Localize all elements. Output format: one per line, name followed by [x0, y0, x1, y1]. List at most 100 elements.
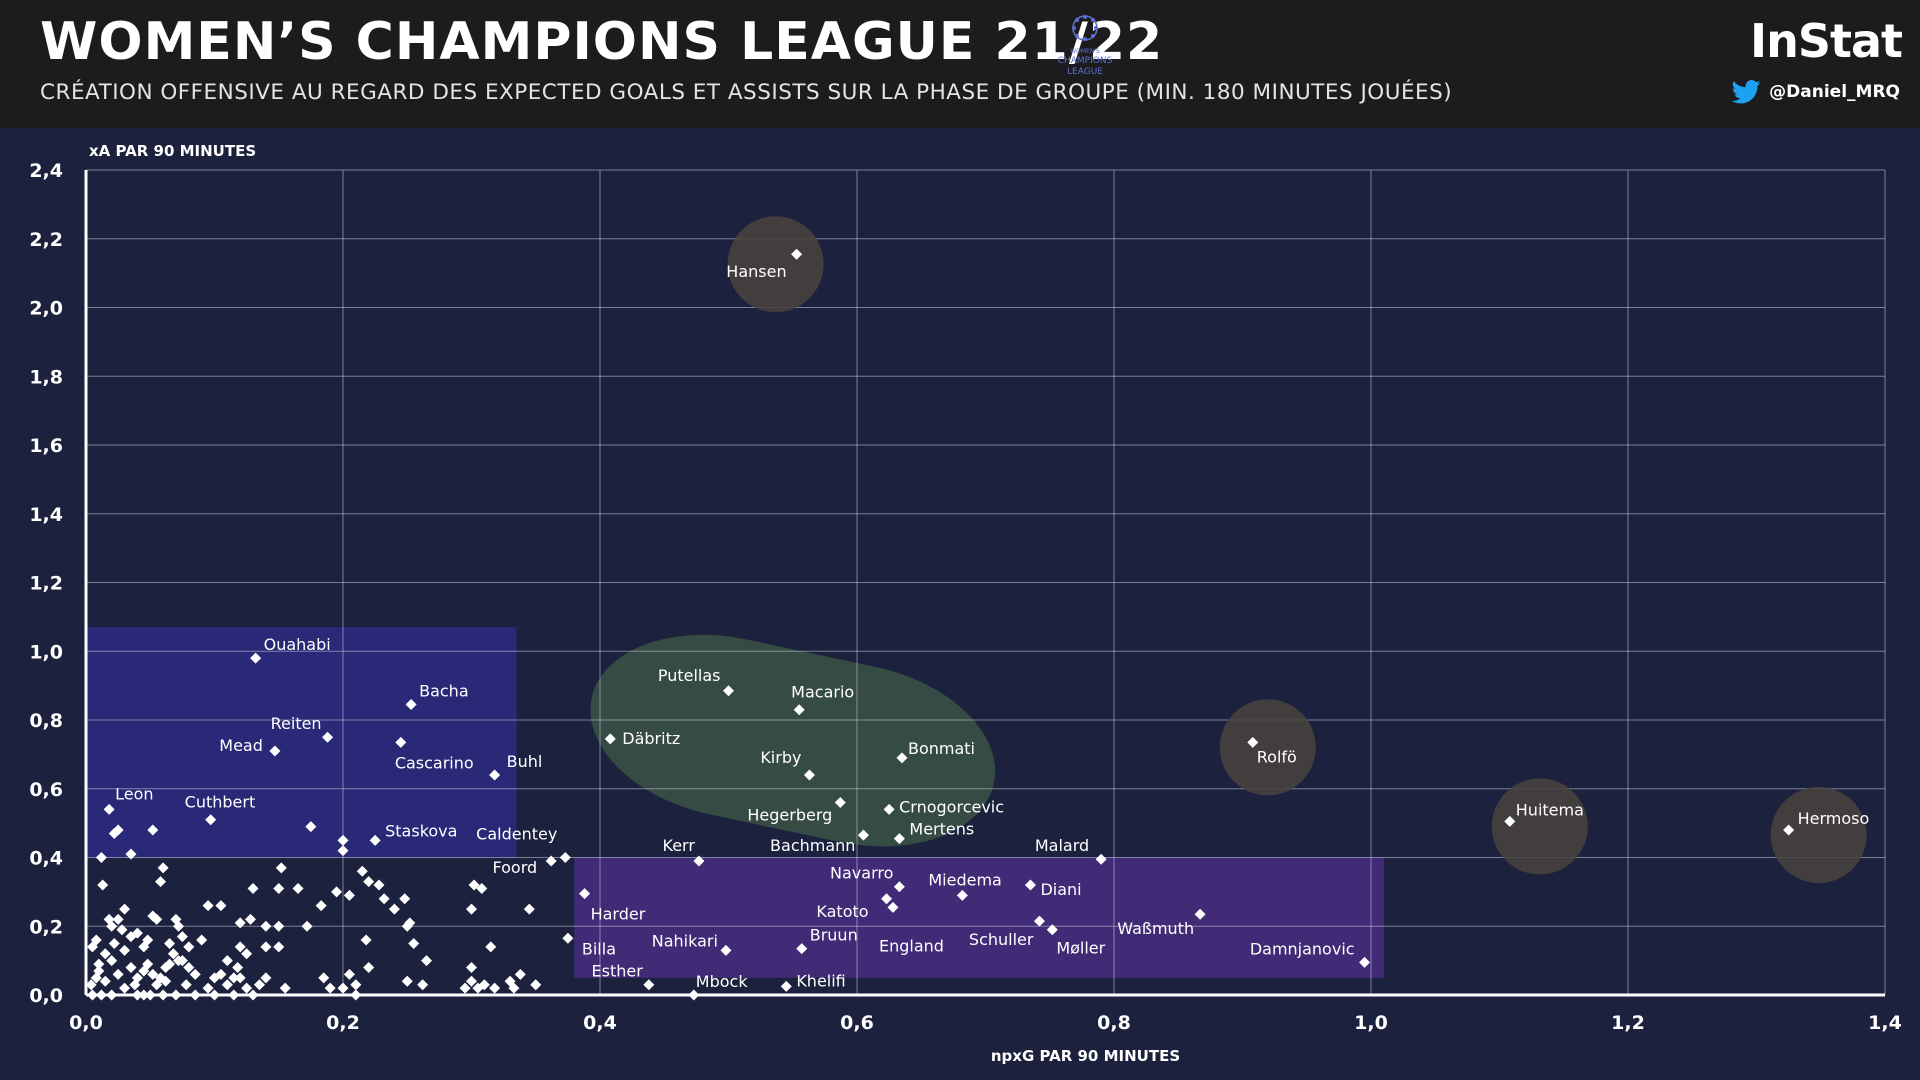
scatter-point: [408, 937, 420, 949]
scatter-point: [93, 958, 105, 970]
y-tick-label: 1,4: [29, 504, 63, 526]
scatter-point: [360, 934, 372, 946]
scatter-point: [138, 941, 150, 953]
scatter-point: [189, 968, 201, 980]
scatter-point: [196, 934, 208, 946]
scatter-point: [417, 979, 429, 991]
scatter-point: [97, 879, 109, 891]
scatter-point: [343, 889, 355, 901]
scatter-point: [350, 979, 362, 991]
point-label: Hansen: [726, 262, 786, 281]
scatter-point: [131, 972, 143, 984]
scatter-point-labeled: [250, 652, 262, 664]
highlight-halo: [1219, 699, 1316, 796]
scatter-point: [173, 920, 185, 932]
scatter-point: [315, 900, 327, 912]
scatter-point: [142, 958, 154, 970]
scatter-point-labeled: [579, 888, 591, 900]
scatter-point: [167, 948, 179, 960]
twitter-icon: [1731, 80, 1761, 104]
scatter-point: [523, 903, 535, 915]
point-label: Kerr: [663, 836, 696, 855]
scatter-point: [86, 989, 98, 1001]
scatter-point: [301, 920, 313, 932]
point-label: Diani: [1040, 880, 1081, 899]
scatter-point: [489, 982, 501, 994]
scatter-point: [485, 941, 497, 953]
point-label: Navarro: [830, 864, 893, 883]
point-label: Esther: [592, 962, 644, 981]
scatter-point: [337, 845, 349, 857]
scatter-point: [378, 893, 390, 905]
scatter-point: [160, 975, 172, 987]
y-tick-label: 1,6: [29, 435, 63, 457]
scatter-point: [157, 989, 169, 1001]
y-tick-label: 1,8: [29, 366, 63, 388]
scatter-point: [399, 893, 411, 905]
scatter-point: [95, 989, 107, 1001]
scatter-point-labeled: [643, 979, 655, 991]
scatter-point: [273, 941, 285, 953]
y-tick-label: 2,2: [29, 229, 63, 251]
svg-text:WOMEN'S: WOMEN'S: [1070, 48, 1100, 55]
point-label: Nahikari: [652, 931, 718, 950]
scatter-point: [337, 834, 349, 846]
scatter-point-labeled: [545, 855, 557, 867]
y-tick-label: 0,4: [29, 848, 63, 870]
point-label: Damnjanovic: [1250, 939, 1355, 958]
y-tick-label: 0,6: [29, 779, 63, 801]
svg-text:LEAGUE: LEAGUE: [1067, 67, 1103, 77]
scatter-point-labeled: [369, 834, 381, 846]
scatter-chart: Hansen Ouahabi Bacha Reiten Mead Cascarino Buh…: [29, 142, 1902, 1065]
scatter-point-labeled: [887, 901, 899, 913]
scatter-point: [324, 982, 336, 994]
scatter-point: [85, 979, 97, 991]
highlight-halo: [1491, 778, 1588, 875]
point-label: Kirby: [760, 748, 801, 767]
point-label: Møller: [1056, 939, 1105, 958]
scatter-point-labeled: [793, 704, 805, 716]
twitter-handle[interactable]: @Daniel_MRQ: [1731, 80, 1900, 104]
scatter-point: [388, 903, 400, 915]
scatter-point: [273, 920, 285, 932]
point-label: Miedema: [928, 870, 1001, 889]
scatter-point: [112, 913, 124, 925]
scatter-point: [466, 975, 477, 987]
scatter-point: [108, 937, 120, 949]
scatter-point: [468, 879, 480, 891]
scatter-point: [459, 982, 471, 994]
scatter-point: [147, 824, 159, 836]
y-tick-label: 0,8: [29, 710, 63, 732]
scatter-point: [215, 900, 227, 912]
scatter-point: [373, 879, 385, 891]
point-label: Bonmati: [908, 739, 975, 758]
x-tick-label: 0,4: [583, 1012, 617, 1034]
point-label: Waßmuth: [1117, 919, 1194, 938]
point-label: England: [879, 936, 944, 955]
scatter-point: [144, 989, 156, 1001]
scatter-point: [202, 900, 214, 912]
scatter-point: [260, 941, 272, 953]
point-label: Huitema: [1516, 800, 1584, 819]
scatter-point: [234, 972, 246, 984]
point-label: Hermoso: [1798, 809, 1870, 828]
grid-layer: [84, 169, 1886, 997]
scatter-point-labeled: [205, 814, 217, 826]
point-label: Reiten: [271, 714, 322, 733]
scatter-point: [147, 968, 159, 980]
point-label: Buhl: [507, 752, 543, 771]
scatter-point: [221, 979, 233, 991]
scatter-point: [260, 920, 272, 932]
scatter-point: [119, 982, 131, 994]
scatter-point: [125, 962, 137, 973]
highlight-halo: [727, 216, 824, 313]
scatter-point: [221, 955, 233, 967]
x-tick-label: 0,8: [1097, 1012, 1131, 1034]
point-label: Katoto: [816, 902, 868, 921]
scatter-point: [305, 821, 317, 833]
scatter-point: [253, 979, 265, 991]
y-tick-label: 1,0: [29, 641, 63, 663]
scatter-point: [119, 903, 131, 915]
y-tick-label: 2,4: [29, 160, 63, 182]
scatter-point-labeled: [883, 803, 895, 815]
